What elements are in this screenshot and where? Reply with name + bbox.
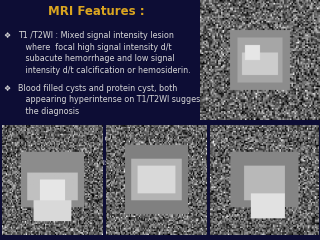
Text: T1C+ : Heterogeneous enhancement: T1C+ : Heterogeneous enhancement — [18, 158, 167, 168]
Text: 98: 98 — [301, 224, 310, 233]
Text: ❖: ❖ — [3, 84, 10, 93]
Text: Masses larger than 2 cm shows flow voids: Masses larger than 2 cm shows flow voids — [18, 134, 187, 144]
Text: ❖: ❖ — [3, 31, 10, 40]
Text: ❖: ❖ — [3, 158, 10, 168]
Text: MRI Features :: MRI Features : — [48, 5, 144, 18]
Text: ❖: ❖ — [3, 134, 10, 144]
Text: T1 /T2WI : Mixed signal intensity lesion
   where  focal high signal intensity d: T1 /T2WI : Mixed signal intensity lesion… — [18, 31, 190, 75]
Text: Blood filled cysts and protein cyst, both
   appearing hyperintense on T1/T2WI s: Blood filled cysts and protein cyst, bot… — [18, 84, 207, 116]
